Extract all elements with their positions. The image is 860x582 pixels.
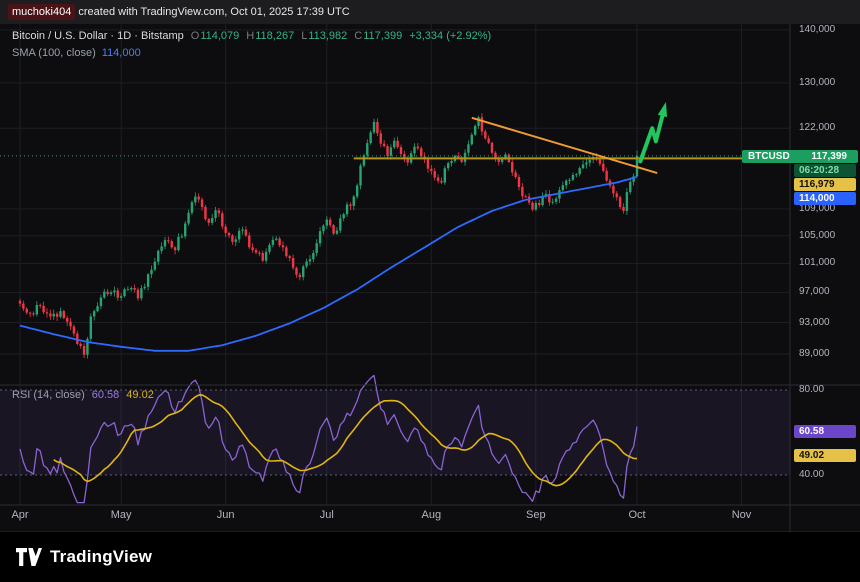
- rsi-value: 60.58: [91, 389, 120, 401]
- open-value: 114,079: [200, 30, 240, 42]
- rsi-legend[interactable]: RSI (14, close) 60.58 49.02: [12, 389, 154, 401]
- open-label: O: [190, 30, 200, 42]
- change-value: +3,334 (+2.92%): [409, 30, 492, 42]
- close-label: C: [354, 30, 363, 42]
- horizontal-ray-price-badge: 116,979: [794, 178, 856, 191]
- chart-background: [0, 24, 860, 532]
- tradingview-logo-icon: [16, 548, 42, 566]
- tradingview-logo-text: TradingView: [50, 547, 153, 566]
- high-label: H: [246, 30, 255, 42]
- sma-label: SMA (100, close): [12, 47, 96, 59]
- low-value: 113,982: [308, 30, 348, 42]
- bar-countdown-badge: 06:20:28: [794, 164, 856, 177]
- attribution-text: created with TradingView.com, Oct 01, 20…: [75, 6, 350, 18]
- current-price-badge: BTCUSD 117,399: [742, 150, 858, 163]
- symbol-legend[interactable]: Bitcoin / U.S. Dollar · 1D · Bitstamp O11…: [12, 30, 491, 42]
- rsi-label: RSI (14, close): [12, 389, 85, 401]
- rsi-ma-value-badge: 49.02: [794, 449, 856, 462]
- high-value: 118,267: [255, 30, 295, 42]
- tradingview-logo[interactable]: TradingView: [16, 547, 152, 567]
- attribution-username: muchoki404: [8, 4, 76, 20]
- sma-legend[interactable]: SMA (100, close) 114,000: [12, 47, 141, 59]
- footer-bar: TradingView: [0, 532, 860, 582]
- sma-price-badge: 114,000: [794, 192, 856, 205]
- badge-symbol-text: BTCUSD: [748, 151, 790, 162]
- rsi-value-badge: 60.58: [794, 425, 856, 438]
- sma-value: 114,000: [101, 47, 141, 59]
- rsi-ma-value: 49.02: [126, 389, 154, 401]
- badge-price-text: 117,399: [811, 151, 847, 162]
- symbol-title: Bitcoin / U.S. Dollar · 1D · Bitstamp: [12, 30, 184, 42]
- close-value: 117,399: [363, 30, 403, 42]
- low-label: L: [301, 30, 308, 42]
- attribution-bar: muchoki404 created with TradingView.com,…: [0, 0, 860, 24]
